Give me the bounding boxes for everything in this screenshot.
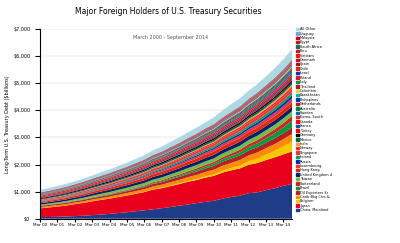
Text: Major Foreign Holders of U.S. Treasury Securities: Major Foreign Holders of U.S. Treasury S…	[75, 7, 261, 16]
Y-axis label: Long-Term U.S. Treasury Debt ($billions): Long-Term U.S. Treasury Debt ($billions)	[5, 75, 10, 173]
Text: March 2000 - September 2014: March 2000 - September 2014	[134, 35, 209, 40]
Legend: All Other, Uruguay, Malaysia, Egypt, South Africa, Peru, Vietnam, Denmark, Spain: All Other, Uruguay, Malaysia, Egypt, Sou…	[296, 27, 332, 212]
